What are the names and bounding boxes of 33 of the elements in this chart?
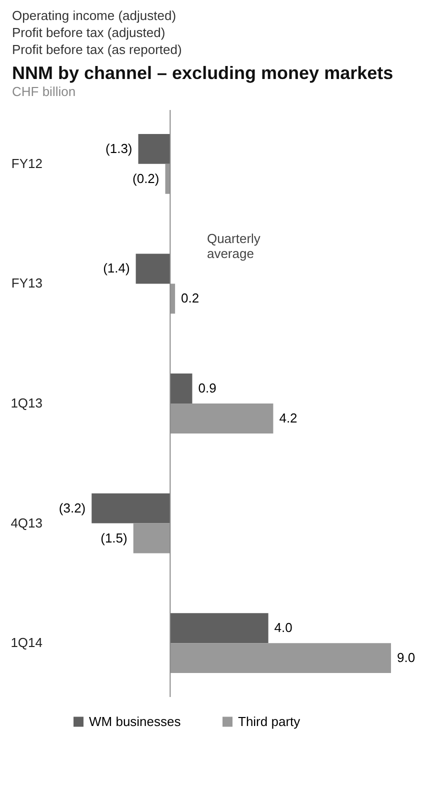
y-tick-label: 1Q13: [10, 396, 42, 410]
bar: [170, 643, 391, 674]
bar: [165, 164, 170, 194]
bar: [133, 523, 170, 554]
data-label: (1.5): [100, 530, 128, 546]
bar: [138, 134, 170, 164]
data-label: 9.0: [397, 650, 416, 666]
chart-title: NNM by channel – excluding money markets: [12, 63, 394, 84]
y-tick-label: FY12: [11, 156, 42, 171]
y-tick-label: 1Q14: [10, 635, 42, 650]
text: Profit before tax (as reported): [12, 42, 183, 57]
bar: [170, 374, 192, 404]
data-label: 0.9: [198, 380, 216, 396]
data-label: (1.3): [106, 140, 132, 156]
y-tick-label: 4Q13: [10, 515, 42, 530]
data-label: (0.2): [132, 170, 160, 186]
chart-subtitle: CHF billion: [12, 84, 77, 99]
y-tick-label: FY13: [11, 276, 42, 291]
legend-label: WM businesses: [89, 714, 182, 729]
text: Operating income (adjusted): [12, 8, 178, 23]
data-label: (3.2): [58, 500, 86, 516]
bar: [136, 254, 170, 284]
bar: [92, 493, 170, 524]
data-label: 4.2: [279, 410, 298, 426]
annotation: Quarterly average: [206, 230, 261, 261]
data-label: 0.2: [181, 290, 200, 306]
data-label: (1.4): [103, 260, 130, 276]
bar: [170, 613, 268, 644]
data-label: 4.0: [274, 620, 292, 636]
text: Profit before tax (adjusted): [12, 25, 166, 40]
bar: [170, 284, 176, 314]
bar: [170, 404, 274, 434]
legend-label: Third party: [238, 714, 301, 729]
